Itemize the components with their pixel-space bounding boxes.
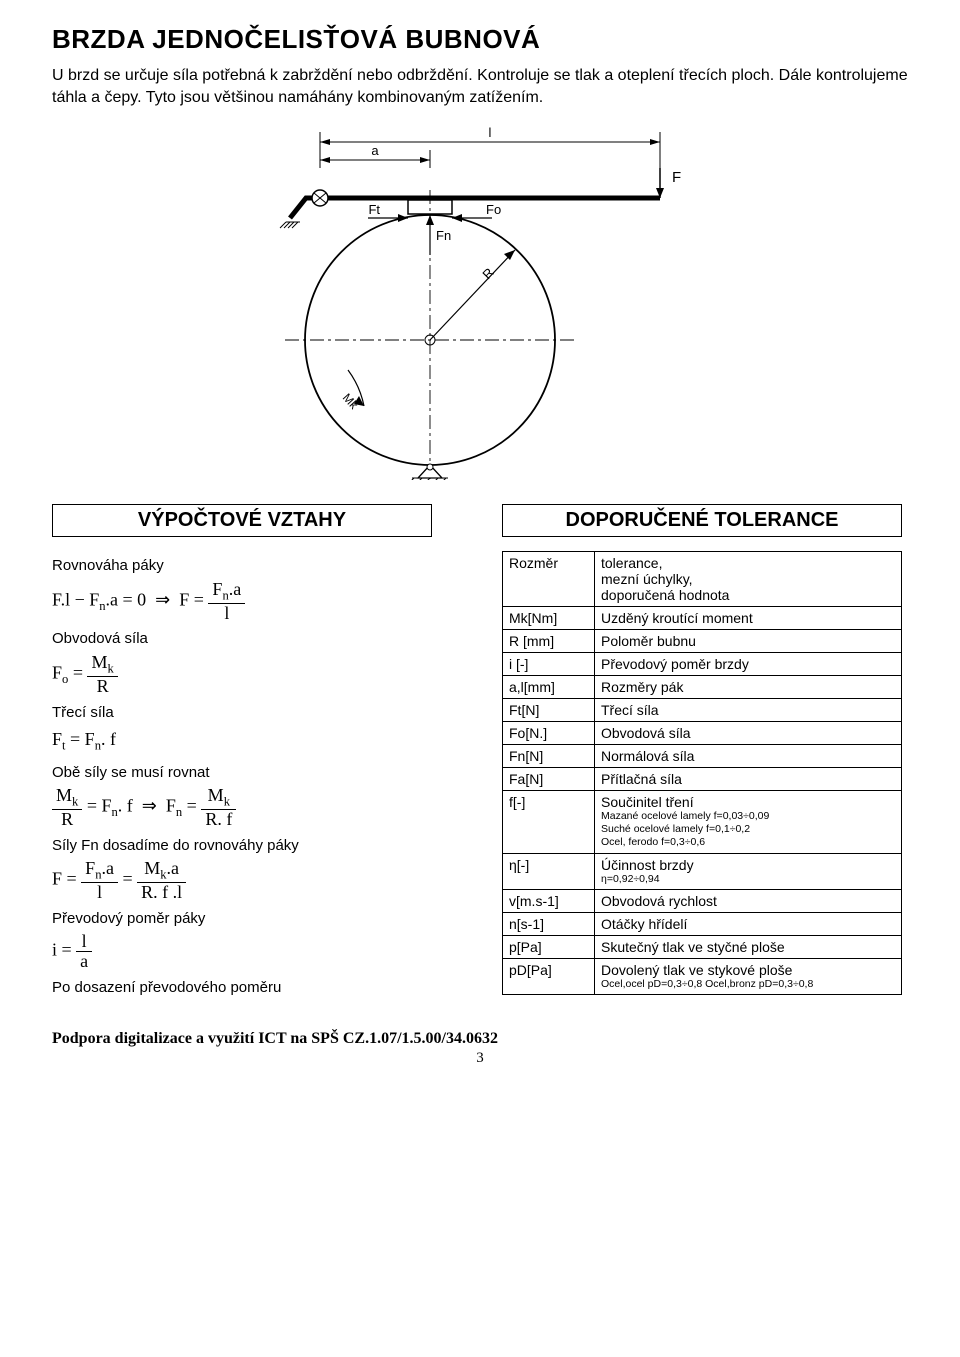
tol-desc: Poloměr bubnu	[595, 630, 902, 653]
tol-sym: η[-]	[503, 853, 595, 889]
tol-desc: Uzděný kroutící moment	[595, 607, 902, 630]
tol-sym: v[m.s-1]	[503, 889, 595, 912]
page-number: 3	[52, 1050, 908, 1067]
tol-sym: n[s-1]	[503, 912, 595, 935]
table-row: Fo[N.]Obvodová síla	[503, 722, 902, 745]
table-row: p[Pa]Skutečný tlak ve styčné ploše	[503, 935, 902, 958]
force-Fn: Fn	[436, 228, 451, 243]
table-row: η[-]Účinnost brzdyη=0,92÷0,94	[503, 853, 902, 889]
hdr-sym: Rozměr	[503, 552, 595, 607]
section-headers: VÝPOČTOVÉ VZTAHY DOPORUČENÉ TOLERANCE	[52, 504, 908, 537]
calc-l2: Obvodová síla	[52, 628, 432, 651]
header-tolerance: DOPORUČENÉ TOLERANCE	[502, 504, 902, 537]
table-row: Fa[N]Přítlačná síla	[503, 768, 902, 791]
table-row: Mk[Nm]Uzděný kroutící moment	[503, 607, 902, 630]
tol-note: Ocel,ocel pD=0,3÷0,8 Ocel,bronz pD=0,3÷0…	[601, 978, 895, 991]
eq-i: i = la	[52, 932, 432, 971]
content-columns: Rovnováha páky F.l − Fn.a = 0 ⇒ F = Fn.a…	[52, 551, 908, 1002]
table-row: Fn[N]Normálová síla	[503, 745, 902, 768]
page-title: BRZDA JEDNOČELISŤOVÁ BUBNOVÁ	[52, 24, 908, 55]
tol-desc: Obvodová rychlost	[595, 889, 902, 912]
radius-R: R	[479, 265, 496, 282]
tol-sym: Fo[N.]	[503, 722, 595, 745]
table-row: f[-]Součinitel třeníMazané ocelové lamel…	[503, 791, 902, 853]
header-calc: VÝPOČTOVÉ VZTAHY	[52, 504, 432, 537]
eq-equal: MkR = Fn. f ⇒ Fn = MkR. f	[52, 786, 432, 829]
tol-desc: Třecí síla	[595, 699, 902, 722]
hdr-desc: tolerance, mezní úchylky, doporučená hod…	[595, 552, 902, 607]
table-row: a,l[mm]Rozměry pák	[503, 676, 902, 699]
calc-l4: Obě síly se musí rovnat	[52, 762, 432, 785]
tol-sym: a,l[mm]	[503, 676, 595, 699]
table-row: R [mm]Poloměr bubnu	[503, 630, 902, 653]
force-Ft: Ft	[368, 202, 380, 217]
tol-desc: Účinnost brzdyη=0,92÷0,94	[595, 853, 902, 889]
calc-column: Rovnováha páky F.l − Fn.a = 0 ⇒ F = Fn.a…	[52, 551, 432, 1002]
tol-desc: Přítlačná síla	[595, 768, 902, 791]
tol-sym: Fn[N]	[503, 745, 595, 768]
tolerance-table: Rozměr tolerance, mezní úchylky, doporuč…	[502, 551, 902, 995]
force-F: F	[672, 169, 681, 186]
tol-sym: i [-]	[503, 653, 595, 676]
table-row: v[m.s-1]Obvodová rychlost	[503, 889, 902, 912]
table-row: pD[Pa]Dovolený tlak ve stykové plošeOcel…	[503, 958, 902, 994]
calc-l7: Po dosazení převodového poměru	[52, 977, 432, 1000]
table-row: i [-]Převodový poměr brzdy	[503, 653, 902, 676]
calc-l6: Převodový poměr páky	[52, 908, 432, 931]
eq-Ft: Ft = Fn. f	[52, 726, 432, 755]
page: BRZDA JEDNOČELISŤOVÁ BUBNOVÁ U brzd se u…	[0, 0, 960, 1083]
tol-desc: Otáčky hřídelí	[595, 912, 902, 935]
tol-desc: Obvodová síla	[595, 722, 902, 745]
tol-sym: f[-]	[503, 791, 595, 853]
tolerance-column: Rozměr tolerance, mezní úchylky, doporuč…	[502, 551, 902, 1002]
tol-sym: p[Pa]	[503, 935, 595, 958]
tol-desc: Převodový poměr brzdy	[595, 653, 902, 676]
eq-subst: F = Fn.al = Mk.aR. f .l	[52, 859, 432, 902]
tol-desc: Rozměry pák	[595, 676, 902, 699]
brake-diagram: l a F	[52, 120, 908, 480]
tol-note: Mazané ocelové lamely f=0,03÷0,09 Suché …	[601, 810, 895, 849]
tol-sym: pD[Pa]	[503, 958, 595, 994]
table-row: Rozměr tolerance, mezní úchylky, doporuč…	[503, 552, 902, 607]
dim-l: l	[489, 125, 492, 140]
calc-l3: Třecí síla	[52, 702, 432, 725]
tol-sym: Mk[Nm]	[503, 607, 595, 630]
eq-balance: F.l − Fn.a = 0 ⇒ F = Fn.al	[52, 580, 432, 623]
tol-sym: R [mm]	[503, 630, 595, 653]
footer-text: Podpora digitalizace a využití ICT na SP…	[52, 1030, 908, 1048]
eq-Fo: Fo = MkR	[52, 653, 432, 696]
dim-a: a	[371, 143, 379, 158]
table-row: n[s-1]Otáčky hřídelí	[503, 912, 902, 935]
table-row: Ft[N]Třecí síla	[503, 699, 902, 722]
tol-desc: Dovolený tlak ve stykové plošeOcel,ocel …	[595, 958, 902, 994]
tol-desc: Součinitel třeníMazané ocelové lamely f=…	[595, 791, 902, 853]
tol-sym: Fa[N]	[503, 768, 595, 791]
tol-sym: Ft[N]	[503, 699, 595, 722]
moment-Mk: Mk	[340, 391, 362, 413]
calc-l5: Síly Fn dosadíme do rovnováhy páky	[52, 835, 432, 858]
tol-desc: Skutečný tlak ve styčné ploše	[595, 935, 902, 958]
tol-desc: Normálová síla	[595, 745, 902, 768]
calc-l1: Rovnováha páky	[52, 555, 432, 578]
force-Fo: Fo	[486, 202, 501, 217]
intro-text: U brzd se určuje síla potřebná k zabrždě…	[52, 65, 908, 108]
tol-note: η=0,92÷0,94	[601, 873, 895, 886]
